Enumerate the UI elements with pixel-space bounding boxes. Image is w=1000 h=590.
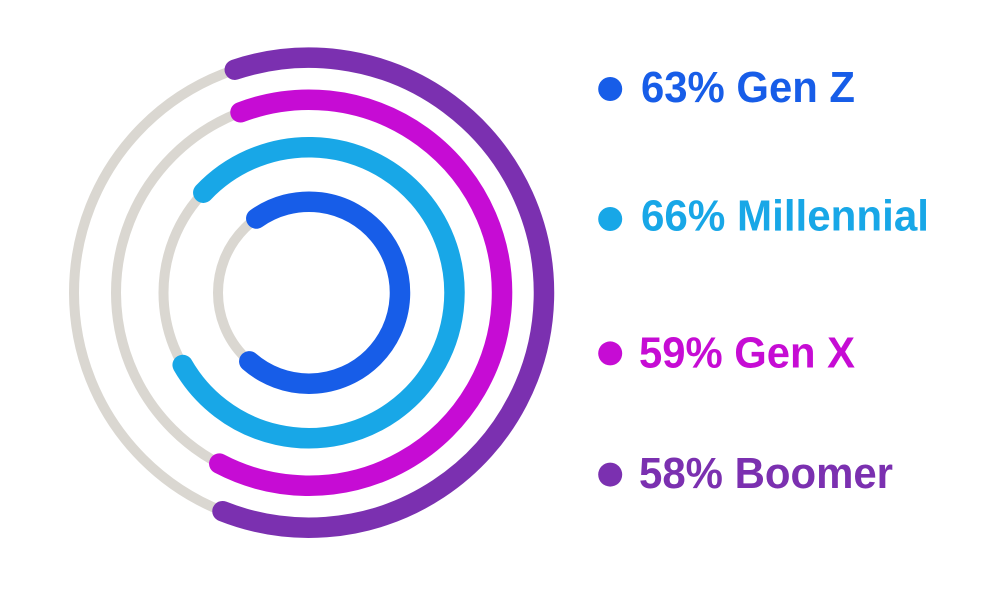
svg-text:63% Gen Z: 63% Gen Z [641,63,855,112]
svg-text:59% Gen X: 59% Gen X [639,329,855,378]
svg-text:66% Millennial: 66% Millennial [641,192,929,241]
svg-text:58% Boomer: 58% Boomer [639,449,893,498]
